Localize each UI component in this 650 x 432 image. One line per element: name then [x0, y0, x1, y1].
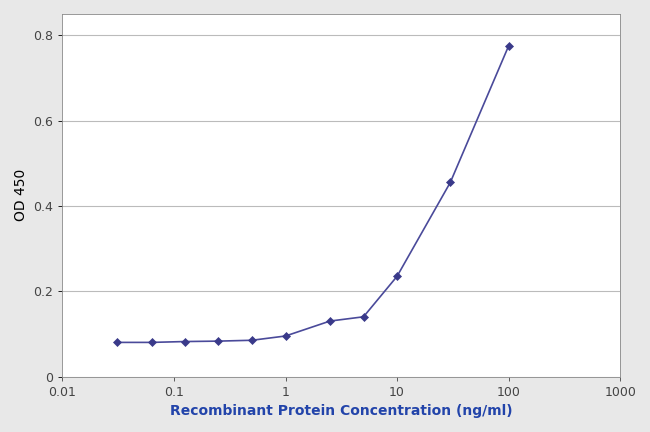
Y-axis label: OD 450: OD 450 — [14, 169, 28, 221]
X-axis label: Recombinant Protein Concentration (ng/ml): Recombinant Protein Concentration (ng/ml… — [170, 404, 513, 418]
